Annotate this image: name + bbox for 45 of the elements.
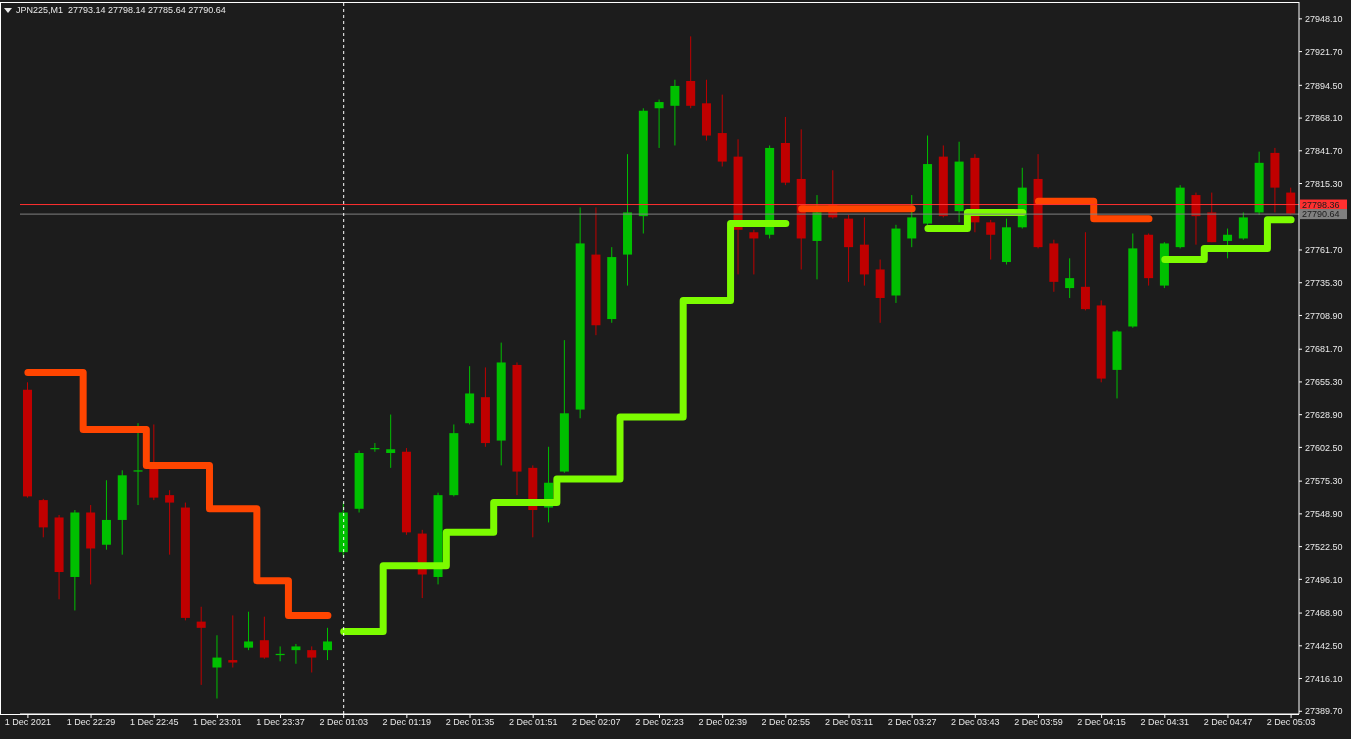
y-tick-label: 27602.50 [1305, 442, 1343, 453]
x-tick-label: 2 Dec 04:31 [1140, 717, 1190, 728]
y-tick-label: 27548.90 [1305, 509, 1343, 520]
y-tick-label: 27522.50 [1305, 541, 1343, 552]
x-tick-label: 2 Dec 04:15 [1077, 717, 1126, 728]
y-tick-label: 27681.70 [1305, 344, 1343, 355]
x-tick-label: 2 Dec 02:23 [635, 717, 684, 728]
x-tick-label: 2 Dec 02:39 [698, 717, 747, 728]
y-tick-label: 27468.90 [1305, 608, 1343, 619]
x-tick-label: 2 Dec 01:51 [508, 717, 558, 728]
y-tick-label: 27496.10 [1305, 574, 1343, 585]
y-tick-label: 27761.70 [1305, 245, 1343, 256]
ref-line-label: 27790.64 [1302, 209, 1340, 220]
y-tick-label: 27442.50 [1305, 641, 1343, 651]
y-tick-label: 27815.30 [1305, 178, 1343, 189]
x-tick-label: 1 Dec 23:37 [256, 717, 305, 728]
y-tick-label: 27841.70 [1305, 145, 1343, 156]
x-tick-label: 2 Dec 03:59 [1014, 717, 1063, 728]
x-tick-label: 2 Dec 04:47 [1203, 717, 1253, 728]
x-tick-label: 1 Dec 2021 [4, 717, 51, 728]
y-tick-label: 27628.90 [1305, 409, 1343, 420]
x-tick-label: 2 Dec 05:03 [1266, 717, 1316, 728]
x-tick-label: 2 Dec 03:27 [887, 717, 937, 728]
x-tick-label: 2 Dec 03:43 [951, 717, 1000, 728]
x-tick-label: 1 Dec 22:45 [129, 717, 179, 728]
x-tick-label: 1 Dec 22:29 [66, 717, 116, 728]
x-tick-label: 2 Dec 02:07 [572, 717, 621, 728]
y-tick-label: 27575.30 [1305, 476, 1343, 487]
y-tick-label: 27948.10 [1305, 14, 1343, 25]
x-tick-label: 2 Dec 01:35 [445, 717, 495, 728]
y-tick-label: 27868.10 [1305, 113, 1343, 124]
y-tick-label: 27894.50 [1305, 80, 1343, 91]
ref-line-label: 27798.36 [1302, 199, 1340, 210]
y-tick-label: 27655.30 [1305, 377, 1343, 388]
y-tick-label: 27735.30 [1305, 277, 1343, 288]
x-tick-label: 2 Dec 01:19 [382, 717, 432, 728]
x-tick-label: 2 Dec 01:03 [319, 717, 368, 728]
y-tick-label: 27389.70 [1305, 706, 1343, 717]
x-tick-label: 2 Dec 02:55 [761, 717, 811, 728]
y-tick-label: 27416.10 [1305, 673, 1343, 684]
x-tick-label: 2 Dec 03:11 [825, 717, 873, 728]
chart-title: JPN225,M1 27793.14 27798.14 27785.64 27790.64 [16, 4, 226, 16]
x-tick-label: 1 Dec 23:01 [193, 717, 242, 728]
y-tick-label: 27921.70 [1305, 46, 1343, 57]
y-tick-label: 27708.90 [1305, 310, 1343, 321]
